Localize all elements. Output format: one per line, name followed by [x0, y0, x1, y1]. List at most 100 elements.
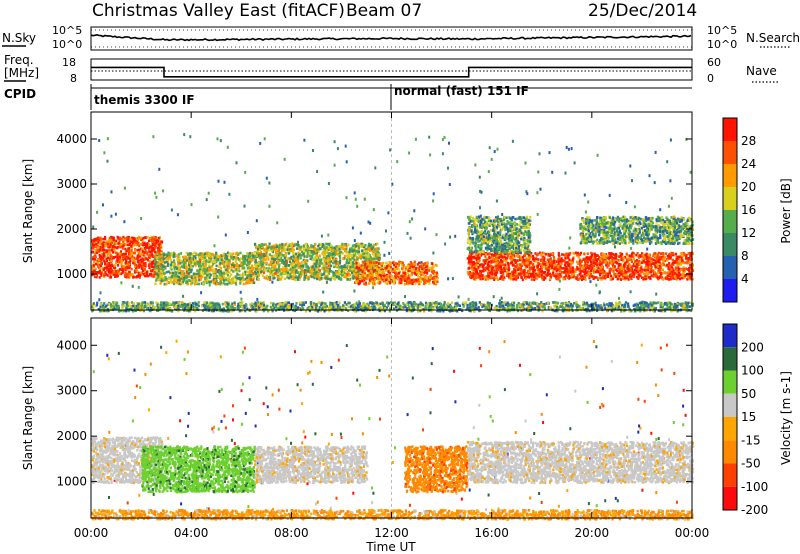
region-pixel: [204, 270, 207, 273]
scatter-pixel: [92, 225, 95, 229]
region-pixel: [415, 279, 418, 282]
region-pixel: [389, 276, 392, 280]
region-pixel: [130, 252, 133, 255]
region-pixel: [315, 258, 319, 262]
region-pixel: [676, 257, 679, 260]
region-pixel: [168, 252, 171, 256]
scatter-pixel: [190, 203, 193, 207]
region-pixel: [219, 270, 223, 273]
region-pixel: [169, 263, 172, 267]
region-pixel: [342, 257, 345, 261]
region-pixel: [154, 269, 157, 273]
region-pixel: [142, 258, 145, 262]
region-pixel: [246, 251, 249, 255]
region-pixel: [585, 262, 588, 265]
region-pixel: [411, 279, 414, 282]
region-pixel: [199, 274, 202, 278]
region-pixel: [142, 251, 145, 255]
region-pixel: [687, 252, 690, 255]
scatter-pixel: [524, 161, 527, 165]
region-pixel: [194, 259, 197, 262]
region-pixel: [277, 278, 280, 281]
region-pixel: [421, 273, 424, 276]
region-pixel: [238, 264, 241, 267]
region-pixel: [323, 254, 326, 257]
region-pixel: [165, 282, 168, 286]
region-pixel: [598, 262, 601, 265]
region-pixel: [259, 262, 262, 265]
region-pixel: [178, 278, 182, 281]
region-pixel: [172, 255, 175, 259]
region-pixel: [372, 246, 375, 249]
region-pixel: [251, 274, 254, 277]
region-pixel: [148, 266, 151, 269]
region-pixel: [346, 273, 349, 276]
region-pixel: [370, 274, 373, 277]
region-pixel: [91, 265, 94, 268]
region-pixel: [122, 244, 125, 247]
region-pixel: [329, 278, 332, 282]
region-pixel: [402, 271, 405, 275]
region-pixel: [553, 261, 556, 264]
region-pixel: [274, 247, 277, 251]
region-pixel: [582, 268, 585, 272]
region-pixel: [391, 261, 394, 265]
region-pixel: [617, 266, 620, 270]
region-pixel: [363, 266, 366, 269]
region-pixel: [641, 268, 644, 272]
region-pixel: [640, 255, 643, 258]
region-pixel: [289, 272, 292, 276]
region-pixel: [325, 276, 328, 280]
scatter-pixel: [584, 210, 587, 214]
region-pixel: [121, 253, 124, 256]
scatter-pixel: [208, 283, 211, 287]
region-pixel: [315, 261, 318, 265]
region-pixel: [254, 259, 257, 262]
scatter-pixel: [454, 234, 457, 238]
scatter-pixel: [99, 291, 102, 295]
freq-tick-bottom: 8: [70, 72, 77, 85]
region-pixel: [256, 273, 259, 276]
region-pixel: [503, 269, 506, 273]
region-pixel: [399, 277, 402, 281]
region-pixel: [266, 277, 269, 281]
region-pixel: [363, 264, 367, 268]
region-pixel: [199, 270, 202, 273]
region-pixel: [198, 274, 201, 278]
scatter-pixel: [480, 190, 483, 194]
region-pixel: [303, 260, 307, 263]
region-pixel: [313, 250, 316, 253]
region-pixel: [172, 279, 176, 283]
region-pixel: [193, 255, 196, 258]
region-pixel: [543, 256, 546, 259]
region-pixel: [279, 259, 282, 262]
region-pixel: [658, 260, 661, 264]
region-pixel: [122, 242, 125, 246]
region-pixel: [225, 276, 228, 280]
region-pixel: [283, 262, 286, 265]
region-pixel: [240, 262, 243, 266]
region-pixel: [565, 274, 568, 277]
region-pixel: [594, 254, 597, 257]
region-pixel: [594, 258, 597, 261]
region-pixel: [315, 253, 318, 257]
region-pixel: [191, 260, 194, 264]
region-pixel: [196, 275, 199, 278]
region-pixel: [228, 281, 231, 285]
region-pixel: [333, 265, 336, 269]
region-pixel: [108, 264, 111, 268]
region-pixel: [336, 274, 339, 278]
region-pixel: [167, 270, 170, 273]
region-pixel: [346, 277, 349, 281]
region-pixel: [271, 265, 275, 269]
region-pixel: [374, 264, 377, 268]
region-pixel: [318, 258, 321, 262]
region-pixel: [124, 243, 127, 246]
region-pixel: [431, 276, 434, 280]
region-pixel: [418, 268, 421, 272]
region-pixel: [136, 264, 139, 267]
region-pixel: [144, 236, 147, 239]
region-pixel: [596, 264, 599, 267]
region-pixel: [335, 271, 338, 274]
region-pixel: [365, 250, 369, 253]
